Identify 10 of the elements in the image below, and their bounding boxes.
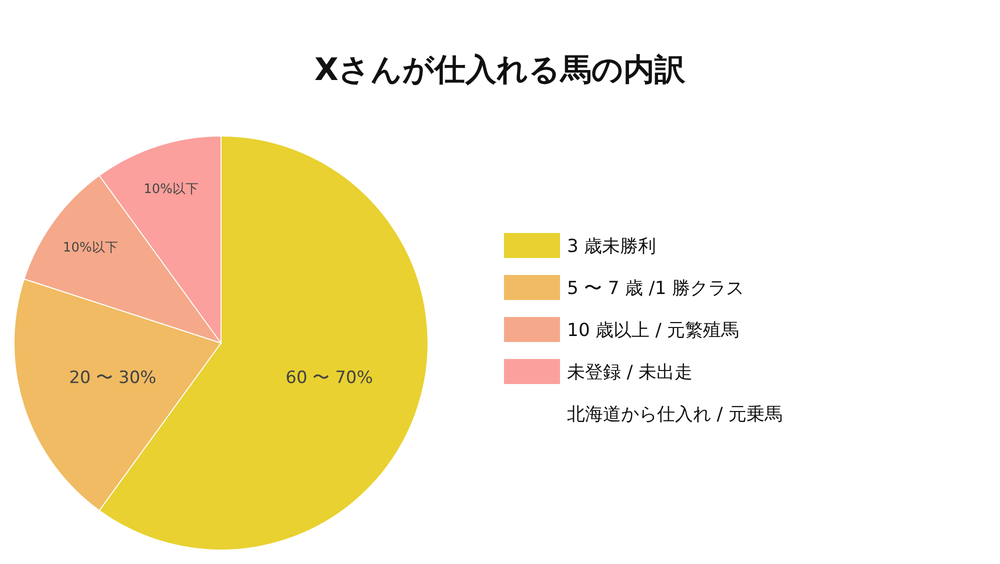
data-label: 60 〜 70% — [286, 368, 373, 388]
data-label: 20 〜 30% — [69, 368, 156, 388]
text: 北海道から仕入れ / 元乗馬 — [567, 404, 783, 425]
data-label: 10%以下 — [62, 240, 118, 256]
legend-label: 5 〜 7 歳 /1 勝クラス — [567, 278, 744, 299]
legend-label: 10 歳以上 / 元繁殖馬 — [567, 320, 740, 341]
data-label: 10%以下 — [144, 182, 199, 198]
legend-label: 未登録 / 未出走 — [567, 362, 693, 383]
chart-title: Xさんが仕入れる馬の内訳 — [314, 52, 686, 88]
legend-label: 3 歳未勝利 — [567, 236, 656, 257]
